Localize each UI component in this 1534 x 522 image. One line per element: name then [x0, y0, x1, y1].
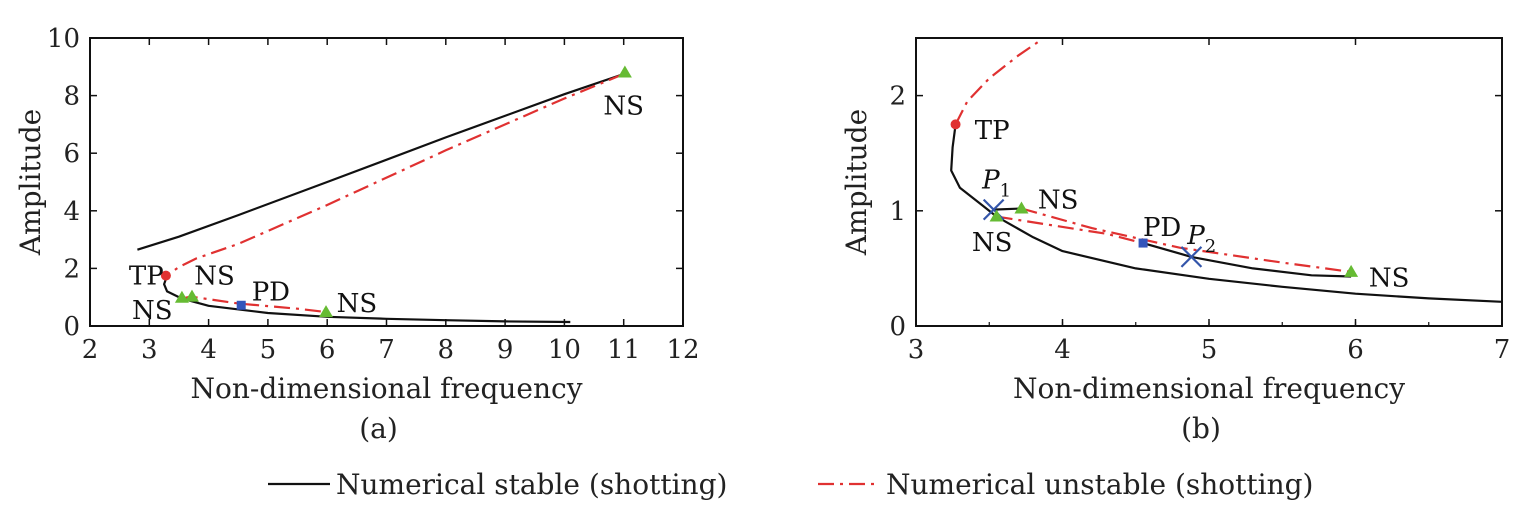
pd-marker [236, 300, 246, 310]
series-stable-line-a [137, 72, 625, 251]
x-tick-label-a: 2 [82, 335, 99, 365]
x-tick-label-b: 7 [1494, 335, 1511, 365]
annotation-label: NS [1369, 264, 1410, 294]
annotation-label: NS [194, 262, 235, 292]
x-tick-label-a: 10 [548, 335, 581, 365]
x-tick-label-a: 11 [607, 335, 640, 365]
ns-marker [174, 290, 189, 303]
series-stable-line-b [950, 124, 1502, 303]
series-stable-line-b [1142, 242, 1352, 278]
series-unstable-line-b [954, 39, 1042, 125]
annotation-label: NS [1038, 185, 1079, 215]
y-tick-label-b: 0 [889, 312, 906, 342]
y-tick-label-b: 1 [889, 197, 906, 227]
y-tick-label-a: 0 [63, 312, 80, 342]
annotation-label: PD [252, 277, 290, 307]
x-tick-label-b: 6 [1347, 335, 1364, 365]
x-tick-label-a: 5 [260, 335, 277, 365]
annotation-label: NS [972, 228, 1013, 258]
x-tick-label-a: 6 [319, 335, 336, 365]
x-tick-label-b: 5 [1201, 335, 1218, 365]
series-unstable-line-b [1021, 207, 1352, 273]
annotation-label: P2 [1186, 221, 1216, 257]
x-tick-label-b: 4 [1054, 335, 1071, 365]
x-tick-label-a: 12 [666, 335, 699, 365]
ns-marker [184, 289, 199, 302]
x-axis-label-b: Non-dimensional frequency [1013, 372, 1405, 405]
series-stable-line-a [163, 275, 571, 324]
annotation-label: TP [129, 262, 164, 292]
chart-panel-b: 3 4 5 6 7 0 1 2 Non-dimensional frequency Amplitu… [840, 37, 1511, 445]
annotation-label: PD [1143, 213, 1181, 243]
tp-marker [950, 119, 961, 130]
x-tick-label-a: 7 [378, 335, 395, 365]
y-tick-label-a: 6 [63, 139, 80, 169]
series-stable-line-b [993, 207, 1022, 211]
annotation-label: NS [337, 289, 378, 319]
series-unstable-line-b [996, 215, 1144, 245]
y-tick-label-a: 4 [63, 197, 80, 227]
y-tick-label-b: 2 [889, 82, 906, 112]
panel-label-a: (a) [359, 412, 398, 445]
legend-stable-label: Numerical stable (shotting) [336, 468, 727, 501]
ns-marker [1014, 201, 1029, 214]
y-tick-label-a: 2 [63, 254, 80, 284]
ns-marker [1344, 264, 1359, 277]
ns-marker [989, 209, 1004, 222]
ns-marker [617, 65, 632, 78]
y-axis-label-a: Amplitude [14, 109, 47, 256]
x-tick-label-a: 8 [438, 335, 455, 365]
y-axis-label-b: Amplitude [840, 109, 873, 256]
x-tick-label-a: 4 [200, 335, 217, 365]
x-tick-label-a: 3 [141, 335, 158, 365]
annotation-label: NS [132, 296, 173, 326]
x-tick-label-b: 3 [908, 335, 925, 365]
tp-marker [160, 270, 171, 281]
plot-frame-a [89, 37, 684, 327]
x-axis-label-a: Non-dimensional frequency [190, 372, 582, 405]
y-tick-label-a: 8 [63, 82, 80, 112]
annotation-label: P1 [981, 166, 1011, 202]
series-unstable-line-a [166, 72, 625, 277]
cross-marker [1180, 246, 1203, 268]
annotation-label: TP [975, 116, 1010, 146]
annotation-label: NS [603, 92, 644, 122]
pd-marker [1138, 238, 1148, 248]
x-tick-label-a: 9 [497, 335, 514, 365]
ns-marker [319, 305, 334, 318]
y-tick-label-a: 10 [47, 24, 80, 54]
legend-unstable-label: Numerical unstable (shotting) [886, 468, 1313, 501]
panel-label-b: (b) [1181, 412, 1221, 445]
legend: Numerical stable (shotting) Numerical un… [268, 468, 1313, 501]
